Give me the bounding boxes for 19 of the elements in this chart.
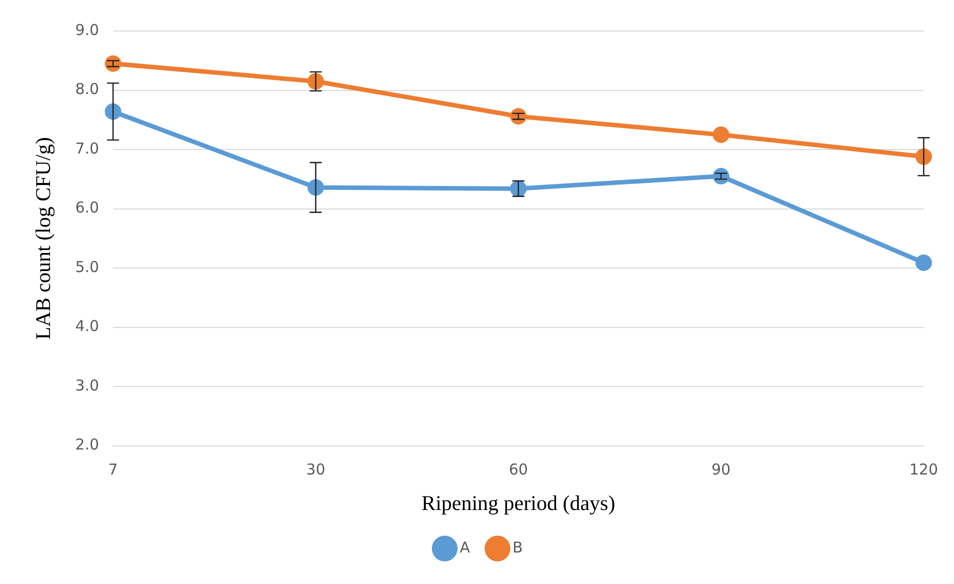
point	[712, 126, 730, 143]
y-tick-label: 3.0	[75, 376, 100, 394]
y-tick-label: 8.0	[75, 80, 100, 98]
x-tick-label: 7	[108, 460, 118, 479]
y-tick-label: 9.0	[75, 20, 100, 39]
x-tick-label: 30	[306, 460, 326, 479]
y-tick-label: 6.0	[75, 198, 100, 217]
x-axis-title: Ripening period (days)	[422, 490, 616, 515]
y-tick-label: 5.0	[75, 258, 100, 276]
y-axis-title: LAB count (log CFU/g)	[31, 137, 56, 340]
point	[915, 254, 932, 271]
y-tick-label: 7.0	[75, 139, 100, 158]
x-tick-label: 120	[909, 460, 938, 479]
y-tick-label: 4.0	[75, 317, 100, 336]
y-tick-label: 2.0	[75, 436, 100, 454]
legend-label: A	[460, 538, 471, 556]
legend-label: B	[512, 538, 523, 556]
x-tick-label: 90	[711, 460, 731, 479]
x-tick-label: 60	[508, 460, 528, 479]
